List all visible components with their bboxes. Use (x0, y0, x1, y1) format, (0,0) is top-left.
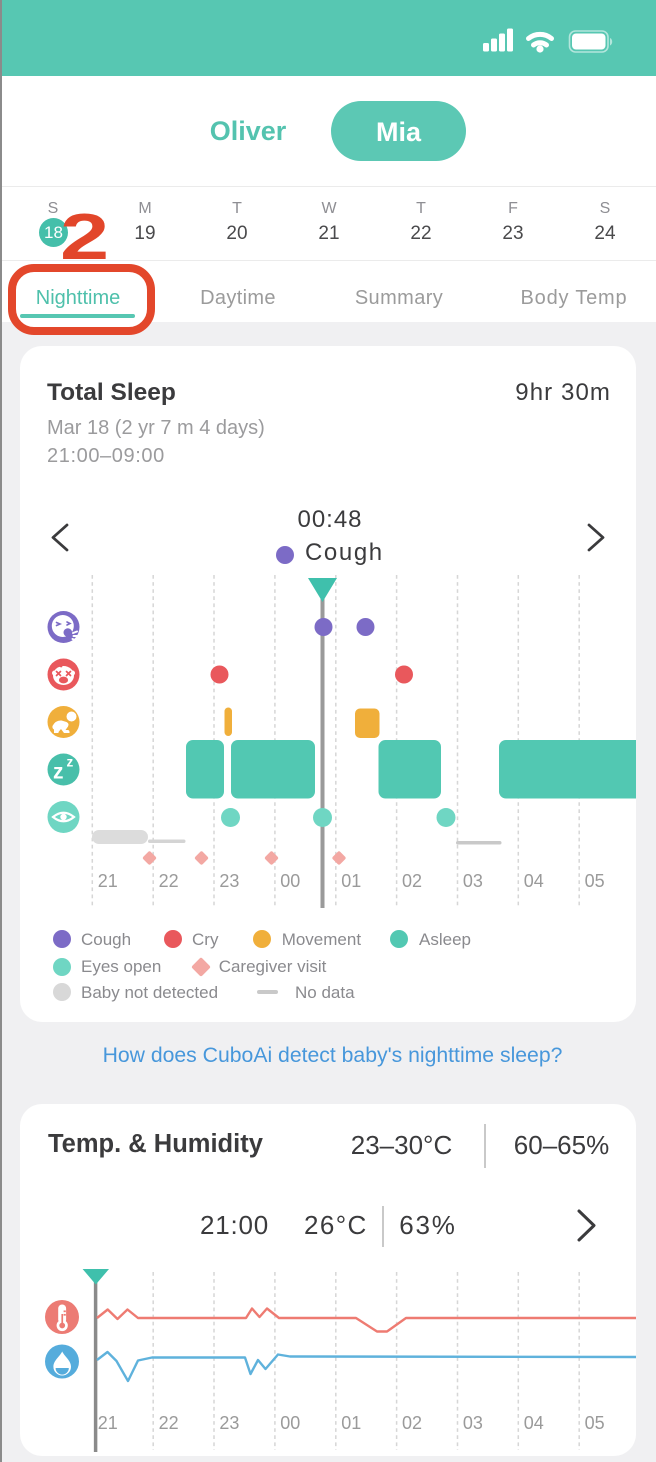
svg-text:23: 23 (219, 871, 239, 891)
svg-text:21: 21 (98, 871, 118, 891)
svg-text:23: 23 (219, 1413, 239, 1433)
svg-text:03: 03 (463, 871, 483, 891)
svg-text:02: 02 (402, 1413, 422, 1433)
svg-text:04: 04 (524, 1413, 544, 1433)
svg-text:00: 00 (280, 871, 300, 891)
svg-text:22: 22 (159, 871, 179, 891)
svg-text:00: 00 (280, 1413, 300, 1433)
svg-text:z: z (53, 761, 64, 784)
svg-text:05: 05 (585, 1413, 605, 1433)
svg-text:z: z (67, 755, 74, 770)
svg-text:22: 22 (159, 1413, 179, 1433)
svg-text:04: 04 (524, 871, 544, 891)
svg-text:02: 02 (402, 871, 422, 891)
svg-text:05: 05 (585, 871, 605, 891)
svg-text:01: 01 (341, 871, 361, 891)
svg-text:21: 21 (98, 1413, 118, 1433)
svg-text:01: 01 (341, 1413, 361, 1433)
svg-text:03: 03 (463, 1413, 483, 1433)
